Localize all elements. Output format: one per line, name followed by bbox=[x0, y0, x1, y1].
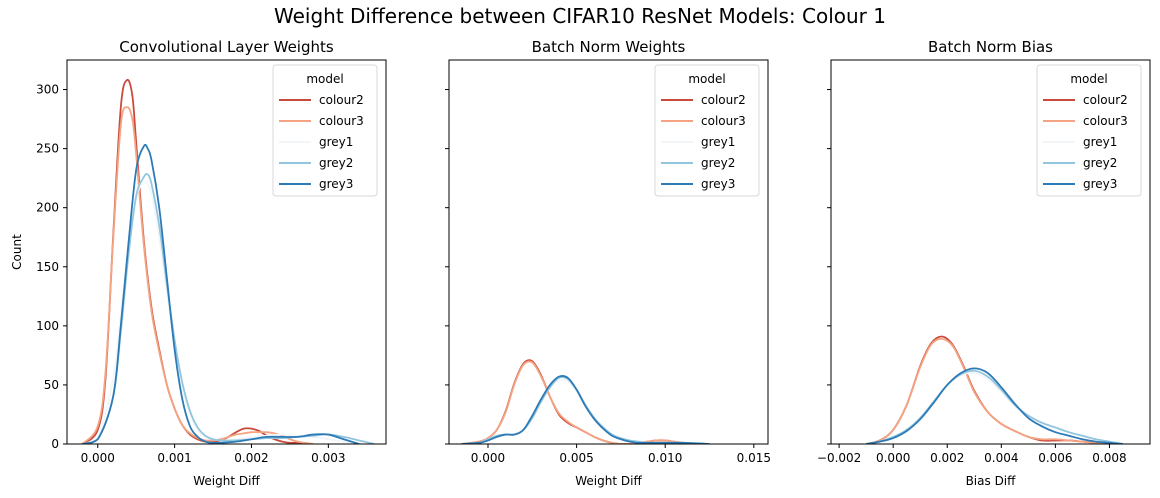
legend-label-colour2: colour2 bbox=[319, 93, 364, 107]
legend-title: model bbox=[688, 72, 725, 86]
x-tick-label: 0.008 bbox=[1092, 451, 1126, 465]
x-tick-label: 0.000 bbox=[81, 451, 115, 465]
y-tick-label: 50 bbox=[44, 378, 59, 392]
subplot-title: Batch Norm Weights bbox=[532, 38, 686, 56]
x-axis-label: Weight Diff bbox=[193, 474, 260, 488]
series-group bbox=[461, 359, 710, 444]
series-line-grey1 bbox=[461, 378, 710, 444]
subplot-1: Convolutional Layer Weights 0.000 0.001 0.0… bbox=[10, 38, 387, 488]
axes-frame bbox=[830, 59, 1151, 445]
y-tick-label: 150 bbox=[36, 260, 59, 274]
legend-title: model bbox=[1070, 72, 1107, 86]
legend-label-grey1: grey1 bbox=[701, 135, 735, 149]
series-group bbox=[81, 78, 375, 444]
legend-label-grey2: grey2 bbox=[701, 156, 735, 170]
y-tick-label: 300 bbox=[36, 83, 59, 97]
legend-label-colour2: colour2 bbox=[1083, 93, 1128, 107]
legend-label-colour3: colour3 bbox=[319, 114, 364, 128]
x-tick-label: 0.002 bbox=[234, 451, 268, 465]
series-line-grey3 bbox=[865, 367, 1124, 444]
legend-label-colour2: colour2 bbox=[701, 93, 746, 107]
subplot-2: Batch Norm Weights 0.000 0.005 0.010 0.015 We… bbox=[445, 38, 771, 488]
y-tick-label: 100 bbox=[36, 319, 59, 333]
x-tick-label: 0.001 bbox=[157, 451, 191, 465]
legend-label-grey2: grey2 bbox=[1083, 156, 1117, 170]
x-tick-label: 0.000 bbox=[471, 451, 505, 465]
x-axis-label: Bias Diff bbox=[966, 474, 1017, 488]
subplot-3: Batch Norm Bias −0.002 0.000 0.002 0.004 0.00… bbox=[817, 38, 1151, 488]
legend-label-grey1: grey1 bbox=[1083, 135, 1117, 149]
subplot-title: Convolutional Layer Weights bbox=[119, 38, 334, 56]
legend-label-grey2: grey2 bbox=[319, 156, 353, 170]
legend-label-colour3: colour3 bbox=[701, 114, 746, 128]
legend-title: model bbox=[306, 72, 343, 86]
series-line-grey3 bbox=[82, 143, 360, 444]
x-tick-label: −0.002 bbox=[817, 451, 861, 465]
series-line-grey2 bbox=[461, 376, 710, 444]
legend-label-colour3: colour3 bbox=[1083, 114, 1128, 128]
series-group bbox=[865, 335, 1124, 444]
series-line-grey1 bbox=[82, 180, 360, 444]
y-tick-label: 200 bbox=[36, 201, 59, 215]
subplot-title: Batch Norm Bias bbox=[928, 38, 1053, 56]
axes-frame bbox=[66, 59, 387, 445]
y-tick-label: 250 bbox=[36, 142, 59, 156]
series-line-colour3 bbox=[461, 360, 692, 444]
legend: model colour2 colour3 grey1 grey2 grey3 bbox=[654, 64, 760, 197]
legend-label-grey1: grey1 bbox=[319, 135, 353, 149]
axes-frame bbox=[448, 59, 769, 445]
x-tick-label: 0.005 bbox=[559, 451, 593, 465]
x-tick-label: 0.000 bbox=[876, 451, 910, 465]
x-tick-label: 0.015 bbox=[737, 451, 771, 465]
x-axis-label: Weight Diff bbox=[575, 474, 642, 488]
legend-label-grey3: grey3 bbox=[1083, 177, 1117, 191]
legend: model colour2 colour3 grey1 grey2 grey3 bbox=[1036, 64, 1142, 197]
legend: model colour2 colour3 grey1 grey2 grey3 bbox=[272, 64, 378, 197]
y-tick-label: 0 bbox=[51, 437, 59, 451]
y-axis-label: Count bbox=[10, 234, 24, 270]
series-line-grey2 bbox=[82, 173, 375, 444]
x-tick-label: 0.004 bbox=[984, 451, 1018, 465]
series-line-grey3 bbox=[461, 375, 710, 444]
x-tick-label: 0.006 bbox=[1038, 451, 1072, 465]
figure-title: Weight Difference between CIFAR10 ResNet… bbox=[274, 4, 886, 28]
series-line-colour3 bbox=[865, 337, 1110, 444]
x-tick-label: 0.002 bbox=[930, 451, 964, 465]
x-tick-label: 0.003 bbox=[311, 451, 345, 465]
series-line-colour2 bbox=[865, 335, 1110, 444]
legend-label-grey3: grey3 bbox=[319, 177, 353, 191]
x-tick-label: 0.010 bbox=[648, 451, 682, 465]
legend-label-grey3: grey3 bbox=[701, 177, 735, 191]
series-line-grey2 bbox=[865, 369, 1124, 444]
series-line-colour3 bbox=[81, 106, 314, 444]
